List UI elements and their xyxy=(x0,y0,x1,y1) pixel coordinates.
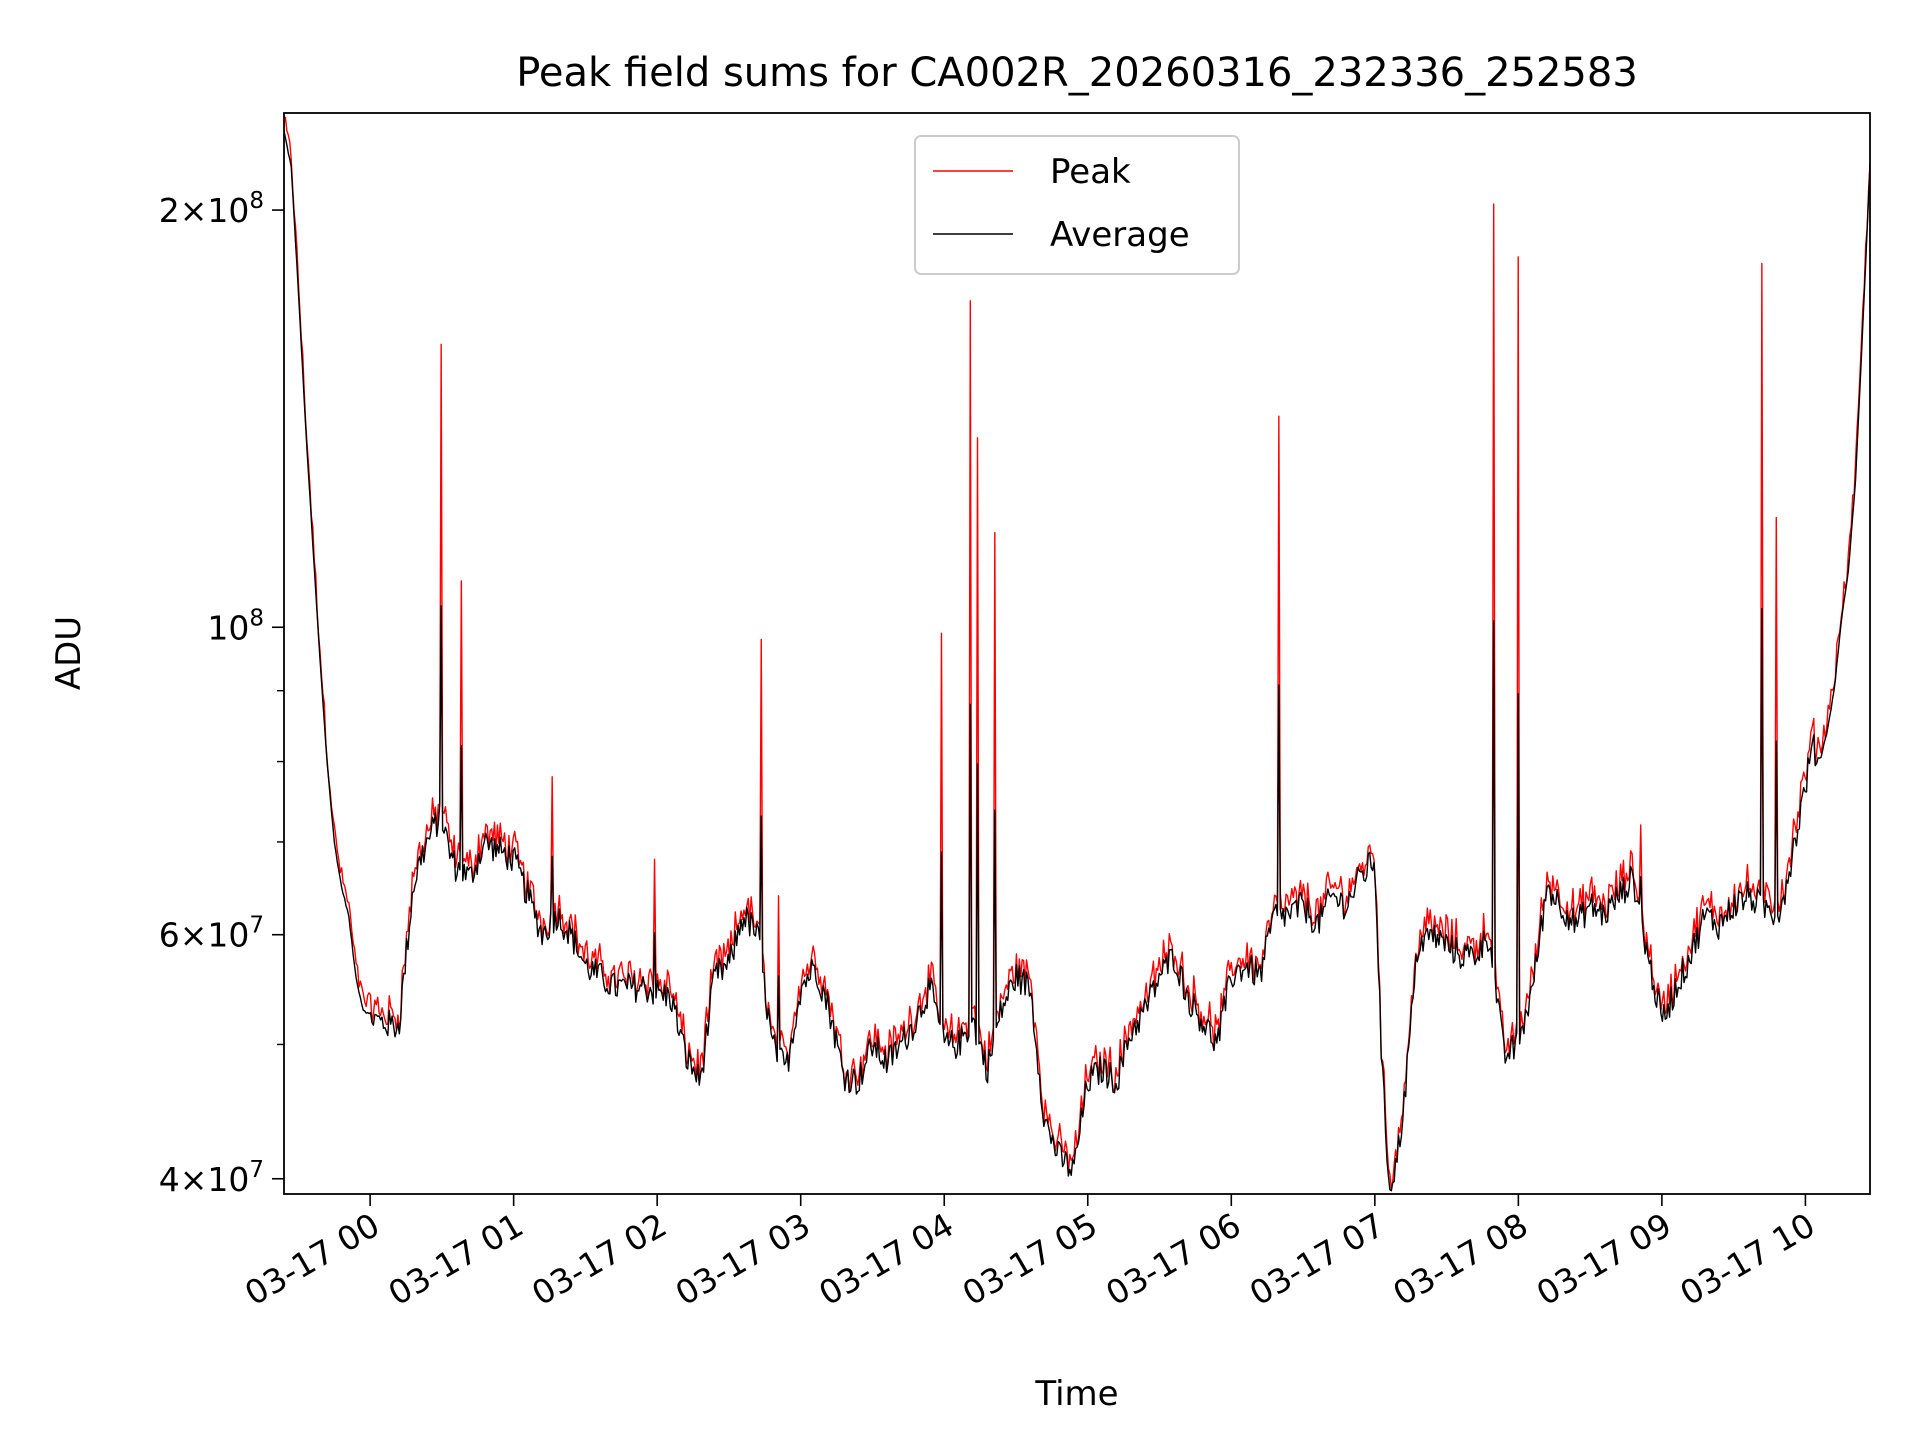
y-tick-label: 4×107 xyxy=(159,1157,264,1199)
series-layer xyxy=(284,116,1870,1192)
axes-background xyxy=(284,113,1870,1194)
x-axis-label: Time xyxy=(1034,1374,1118,1414)
legend-peak-label: Peak xyxy=(1050,152,1131,192)
series-line-average xyxy=(284,130,1870,1192)
legend: Peak Average xyxy=(914,135,1240,275)
y-axis-label: ADU xyxy=(49,616,89,690)
y-tick-label: 6×107 xyxy=(159,913,264,955)
legend-average-label: Average xyxy=(1050,215,1190,255)
axes-frame xyxy=(283,112,1871,1195)
y-tick-label: 2×108 xyxy=(159,188,264,230)
y-tick-label: 108 xyxy=(207,605,264,647)
y-axis-ticks: 4×107 6×107 108 2×108 xyxy=(159,188,284,1199)
chart-title: Peak field sums for CA002R_20260316_2323… xyxy=(516,50,1638,96)
plot-area xyxy=(284,113,1870,1194)
